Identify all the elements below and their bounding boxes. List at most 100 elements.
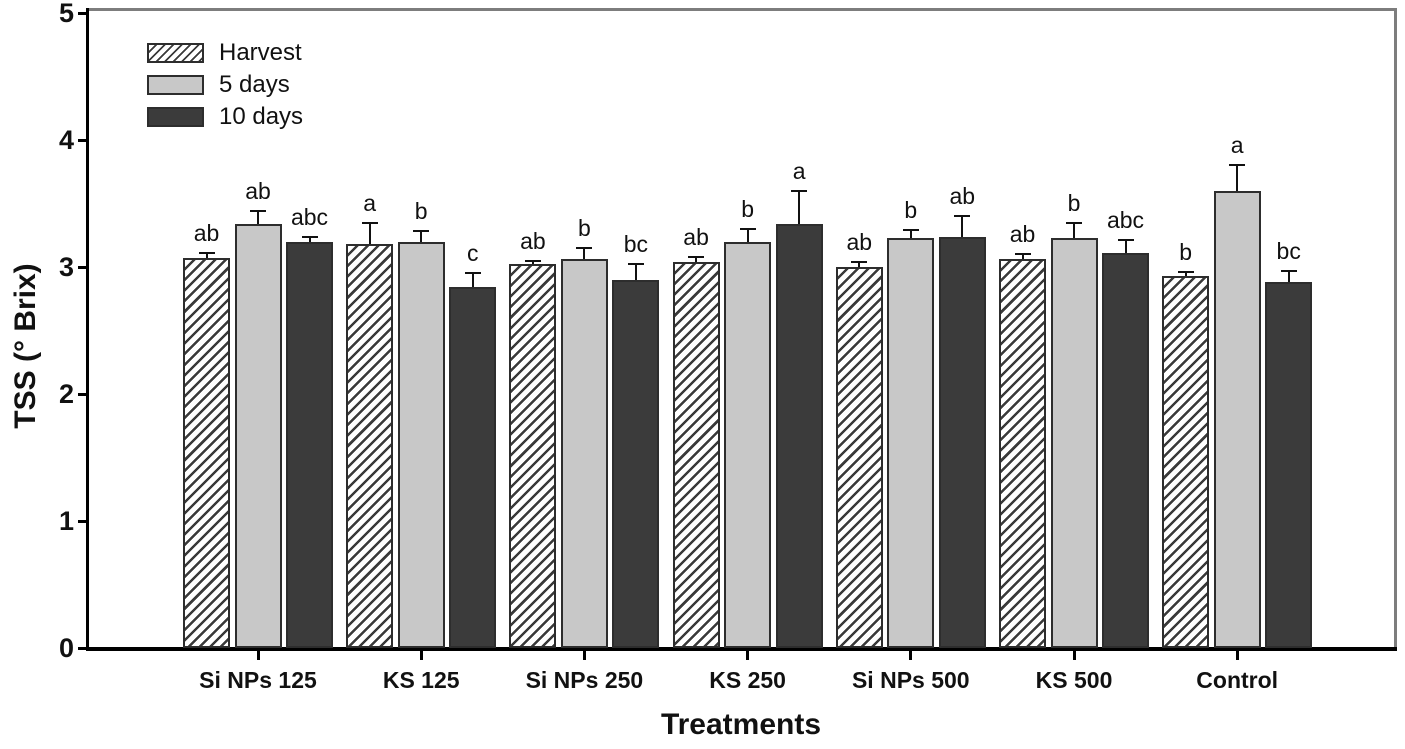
error-bar-cap: [413, 230, 430, 233]
error-bar: [531, 260, 534, 265]
y-axis-tick-label: 4: [58, 125, 74, 155]
error-bar-cap: [627, 263, 644, 266]
bar-harvest: [999, 259, 1046, 648]
error-bar: [634, 264, 637, 280]
error-bar: [746, 228, 749, 242]
error-bar: [368, 222, 371, 245]
error-bar: [695, 256, 698, 262]
error-bar: [1287, 270, 1290, 283]
plot-right-spine: [1394, 8, 1397, 651]
significance-letter: ab: [949, 183, 976, 210]
x-axis-tick: [909, 650, 913, 660]
error-bar: [583, 247, 586, 260]
significance-letter: c: [466, 240, 479, 267]
bar-10-days: [775, 223, 823, 648]
error-bar: [1021, 254, 1024, 260]
significance-letter: bc: [1276, 237, 1301, 264]
legend-label: 5 days: [219, 70, 290, 98]
bar-harvest: [183, 258, 230, 648]
error-bar: [909, 230, 912, 238]
significance-letter: ab: [193, 220, 220, 247]
bar-harvest: [672, 261, 720, 648]
significance-letter: b: [414, 198, 428, 225]
error-bar: [308, 236, 311, 242]
error-bar-cap: [1280, 269, 1297, 272]
legend-item: 5 days: [147, 70, 303, 98]
significance-letter: a: [792, 157, 806, 184]
y-axis-tick: [78, 519, 88, 523]
error-bar: [257, 211, 259, 224]
bar-10-days: [938, 236, 986, 648]
y-axis-tick: [78, 392, 88, 396]
bar-5-days: [560, 259, 608, 648]
significance-letter: a: [1230, 132, 1244, 159]
y-axis-line: [86, 8, 89, 651]
x-axis-tick: [582, 650, 586, 660]
x-axis-tick: [1072, 650, 1076, 660]
x-axis-tick-label: Si NPs 500: [851, 667, 970, 693]
x-axis-tick: [256, 650, 260, 660]
y-axis-tick-label: 0: [58, 633, 74, 663]
error-bar-cap: [198, 252, 215, 255]
error-bar-cap: [524, 259, 541, 262]
bar-10-days: [449, 287, 497, 648]
x-axis-tick-label: KS 500: [1035, 667, 1113, 693]
error-bar: [1124, 240, 1127, 254]
bar-5-days: [397, 241, 445, 648]
significance-letter: b: [577, 214, 591, 241]
significance-letter: b: [1179, 239, 1193, 266]
legend-item: Harvest: [147, 38, 303, 66]
y-axis-title: TSS (° Brix): [9, 263, 42, 429]
error-bar: [798, 190, 801, 224]
y-axis-tick: [78, 646, 88, 650]
error-bar-cap: [464, 272, 481, 275]
x-axis-tick-label: Si NPs 250: [525, 667, 644, 693]
y-axis-tick-label: 1: [58, 506, 74, 536]
bar-10-days: [1102, 253, 1149, 648]
bar-10-days: [1265, 282, 1313, 648]
bar-5-days: [1050, 237, 1098, 648]
bar-harvest: [346, 244, 394, 648]
x-axis-tick: [419, 650, 423, 660]
bar-harvest: [1162, 275, 1210, 648]
error-bar: [471, 273, 474, 288]
significance-letter: ab: [846, 228, 873, 255]
x-axis-tick-label: Si NPs 125: [199, 667, 317, 693]
legend-label: Harvest: [219, 38, 302, 66]
bar-5-days: [234, 223, 282, 648]
significance-letter: ab: [245, 178, 271, 205]
bar-harvest: [509, 264, 557, 648]
plot-top-spine: [86, 8, 1397, 11]
error-bar-cap: [361, 221, 378, 224]
error-bar: [205, 253, 208, 259]
significance-letter: bc: [623, 231, 649, 258]
bar-5-days: [887, 237, 935, 648]
legend: Harvest 5 days 10 days: [147, 38, 303, 138]
error-bar: [858, 261, 861, 267]
error-bar: [961, 216, 964, 237]
x-axis-tick-label: KS 250: [709, 667, 786, 693]
significance-letter: ab: [1009, 221, 1036, 248]
error-bar-cap: [1177, 271, 1194, 274]
bar-harvest: [835, 267, 883, 648]
error-bar-cap: [1117, 239, 1134, 242]
x-axis-tick-label: KS 125: [382, 667, 460, 693]
significance-letter: a: [363, 189, 377, 216]
x-axis-tick: [746, 650, 750, 660]
significance-letter: b: [1067, 189, 1081, 216]
error-bar: [1184, 272, 1187, 276]
error-bar: [420, 231, 423, 242]
significance-letter: b: [904, 197, 918, 224]
error-bar-cap: [791, 189, 808, 192]
bar-10-days: [612, 279, 660, 648]
significance-letter: abc: [290, 203, 329, 230]
error-bar: [1073, 222, 1075, 238]
error-bar-cap: [902, 229, 919, 232]
significance-letter: ab: [683, 223, 709, 250]
legend-swatch-5-days: [147, 74, 204, 95]
y-axis-tick-label: 2: [58, 379, 74, 409]
error-bar-cap: [1066, 221, 1082, 224]
legend-swatch-harvest: [147, 42, 204, 63]
x-axis-tick: [1235, 650, 1239, 660]
